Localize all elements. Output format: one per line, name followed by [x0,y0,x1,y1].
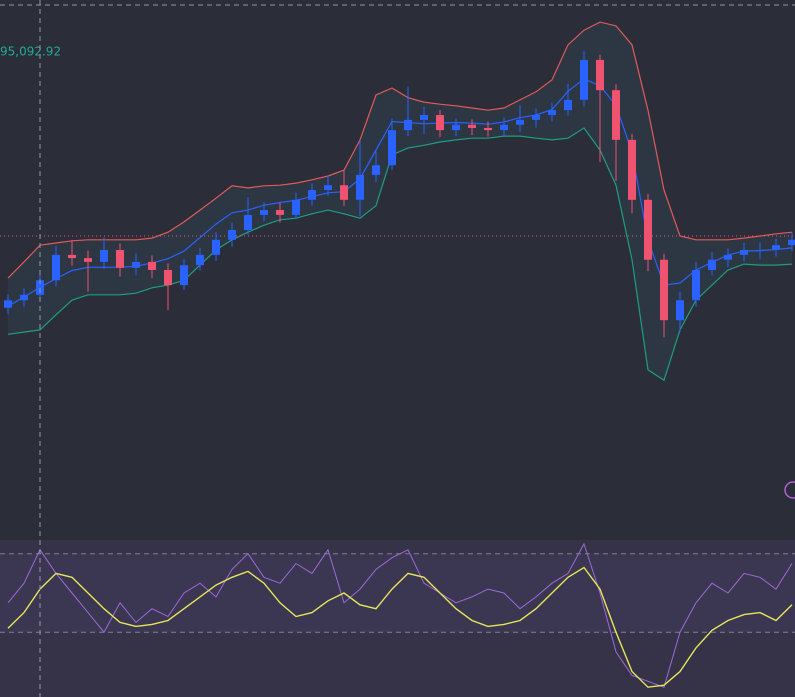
candle-body [420,115,428,120]
candle-body [52,254,60,281]
band-lower [7,127,793,382]
candle-body [404,119,412,131]
rsi-average [7,566,793,688]
band-fill [8,22,792,381]
candle-body [196,254,204,266]
candle-body [244,214,252,231]
candle-body [372,165,380,175]
band-upper [7,21,793,279]
price-label: 95,092.92 [0,45,61,59]
candle-body [324,185,332,191]
candle-body [548,110,556,116]
candle-body [436,115,444,131]
candle-body [452,124,460,131]
candle-body [708,259,716,270]
rsi-band [0,553,795,633]
candle-body [36,280,44,295]
candle-body [164,270,172,286]
candle-body [484,127,492,131]
candle-body [132,261,140,268]
candle-body [500,124,508,131]
candle-body [468,124,476,128]
candle-body [276,210,284,215]
candle-body [644,199,652,260]
candle-body [692,270,700,301]
candle-body [660,259,668,321]
candle-body [612,90,620,140]
candle-body [212,239,220,255]
candle-body [116,250,124,268]
candle-body [628,139,636,200]
candle-body [596,59,604,91]
candle-body [84,258,92,262]
candle-body [260,210,268,215]
candle-body [740,250,748,255]
candle-body [180,265,188,286]
candle-body [20,294,28,301]
candle-body [788,239,795,246]
plot: 95,092.92 [0,21,795,688]
candle-body [388,130,396,166]
candle-body [340,185,348,200]
candle-body [676,300,684,321]
candle-body [516,119,524,125]
candle-body [564,99,572,111]
candle-body [532,115,540,120]
candle-body [756,250,764,252]
candle-body [580,59,588,100]
candle-body [772,245,780,251]
candle-body [100,250,108,262]
candle-body [68,254,76,259]
candle-body [308,190,316,200]
candle-body [148,261,156,270]
candle-body [292,199,300,215]
event-marker[interactable] [784,481,795,499]
candle-body [724,254,732,260]
candle-body [356,174,364,200]
candle-body [228,230,236,240]
candle-body [4,300,12,308]
